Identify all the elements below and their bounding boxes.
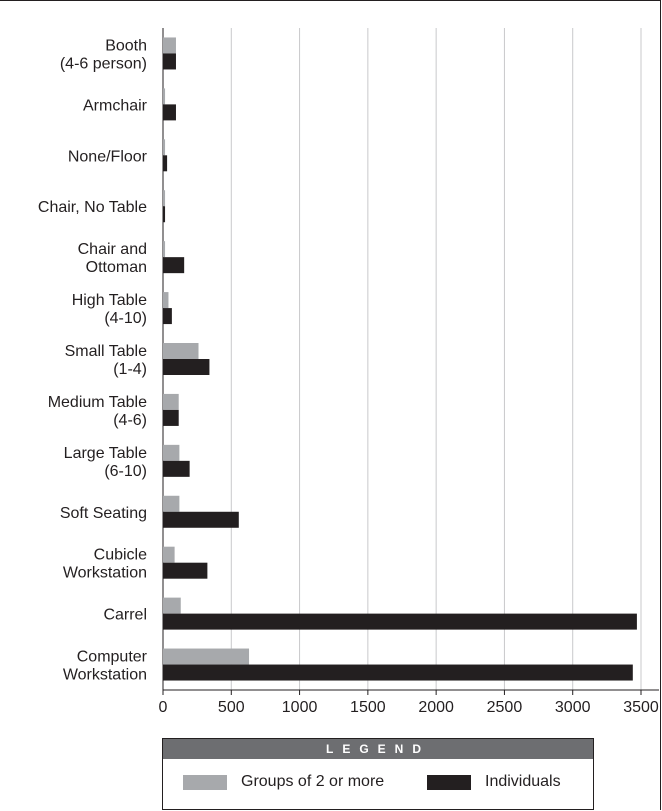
bar-groups [163,597,181,614]
bar-groups [163,190,166,207]
bar-groups [163,444,180,461]
category-label: Workstation [63,565,147,582]
category-label: (1-4) [113,361,147,378]
x-tick-label: 0 [159,699,168,716]
category-label: Cubicle [94,547,147,564]
x-tick-label: 1500 [350,699,386,716]
x-tick-label: 3500 [623,699,659,716]
bar-groups [163,88,166,105]
category-label: High Table [72,292,147,309]
bar-individuals [163,53,176,70]
category-label: Computer [77,649,148,666]
legend-label-groups: Groups of 2 or more [241,773,385,790]
legend-item-individuals: Individuals [427,773,561,791]
x-axis-ticks: 0 500 1000 1500 2000 2500 3000 3500 [159,690,659,716]
legend-item-groups: Groups of 2 or more [183,773,384,791]
bar-groups [163,546,175,563]
legend-body: Groups of 2 or more Individuals [163,759,593,809]
bar-individuals [163,257,185,274]
category-label: Workstation [63,667,147,684]
bar-individuals [163,104,176,121]
category-label: Booth [105,37,147,54]
category-label: Small Table [65,343,148,360]
bar-individuals [163,511,239,528]
category-label: (4-10) [104,310,147,327]
legend-swatch-individuals [427,774,471,790]
bar-individuals [163,664,633,681]
legend-swatch-groups [183,774,227,790]
category-label: Chair, No Table [38,199,147,216]
bar-individuals [163,359,210,375]
bar-groups [163,139,166,156]
x-tick-label: 500 [218,699,245,716]
legend-label-individuals: Individuals [485,773,561,790]
legend: LEGEND Groups of 2 or more Individuals [162,738,594,810]
bar-groups [163,37,176,54]
bar-individuals [163,206,166,223]
category-label: Medium Table [48,394,147,411]
category-label: Chair and [78,241,147,258]
x-tick-label: 1000 [282,699,318,716]
category-label: Carrel [103,607,147,624]
category-label: (4-6 person) [60,55,147,72]
bar-individuals [163,409,179,426]
bars [163,37,637,681]
bar-groups [163,648,250,665]
bar-individuals [163,460,190,477]
category-label: Ottoman [86,259,147,276]
bar-individuals [163,562,208,579]
bar-individuals [163,155,168,172]
category-labels: Booth(4-6 person) Armchair None/Floor Chair… [38,37,148,683]
bar-chart: Booth(4-6 person) Armchair None/Floor Chair… [38,28,659,716]
gridlines [162,28,659,691]
category-label: Armchair [83,97,148,114]
bar-groups [163,292,169,309]
bar-groups [163,241,166,258]
category-label: Large Table [64,445,147,462]
legend-title: LEGEND [163,739,593,759]
category-label: (6-10) [104,463,147,480]
bar-individuals [163,613,637,630]
bar-groups [163,495,180,512]
bar-groups [163,343,199,359]
x-tick-label: 3000 [555,699,591,716]
category-label: None/Floor [68,148,148,165]
x-tick-label: 2500 [487,699,523,716]
bar-individuals [163,308,172,325]
category-label: Soft Seating [60,505,147,522]
category-label: (4-6) [113,412,147,429]
x-tick-label: 2000 [418,699,454,716]
bar-groups [163,393,179,410]
